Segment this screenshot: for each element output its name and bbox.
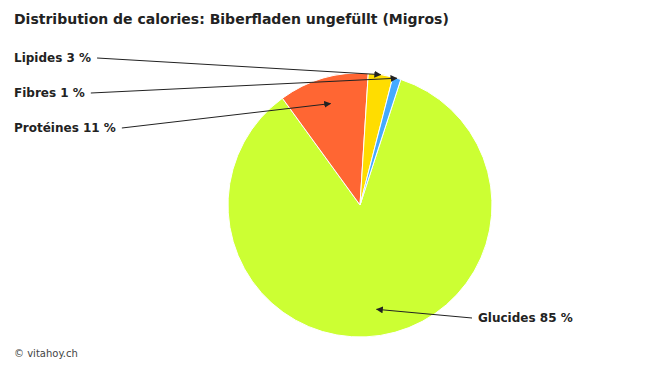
slice-label: Glucides 85 % (478, 311, 573, 325)
leader-line (122, 104, 331, 128)
leader-line (97, 58, 381, 75)
leader-line (377, 309, 472, 318)
slice-label: Lipides 3 % (14, 51, 91, 65)
pie (228, 73, 492, 337)
chart: Distribution de calories: Biberfladen un… (0, 0, 650, 365)
watermark: © vitahoy.ch (14, 348, 78, 359)
slice-label: Fibres 1 % (14, 86, 85, 100)
slice (282, 73, 368, 205)
title: Distribution de calories: Biberfladen un… (14, 11, 449, 27)
slice (360, 77, 401, 205)
slice-label: Protéines 11 % (14, 121, 116, 135)
labels: Lipides 3 % Fibres 1 % Protéines 11 % Gluci… (14, 51, 573, 325)
leader-line (91, 78, 397, 93)
